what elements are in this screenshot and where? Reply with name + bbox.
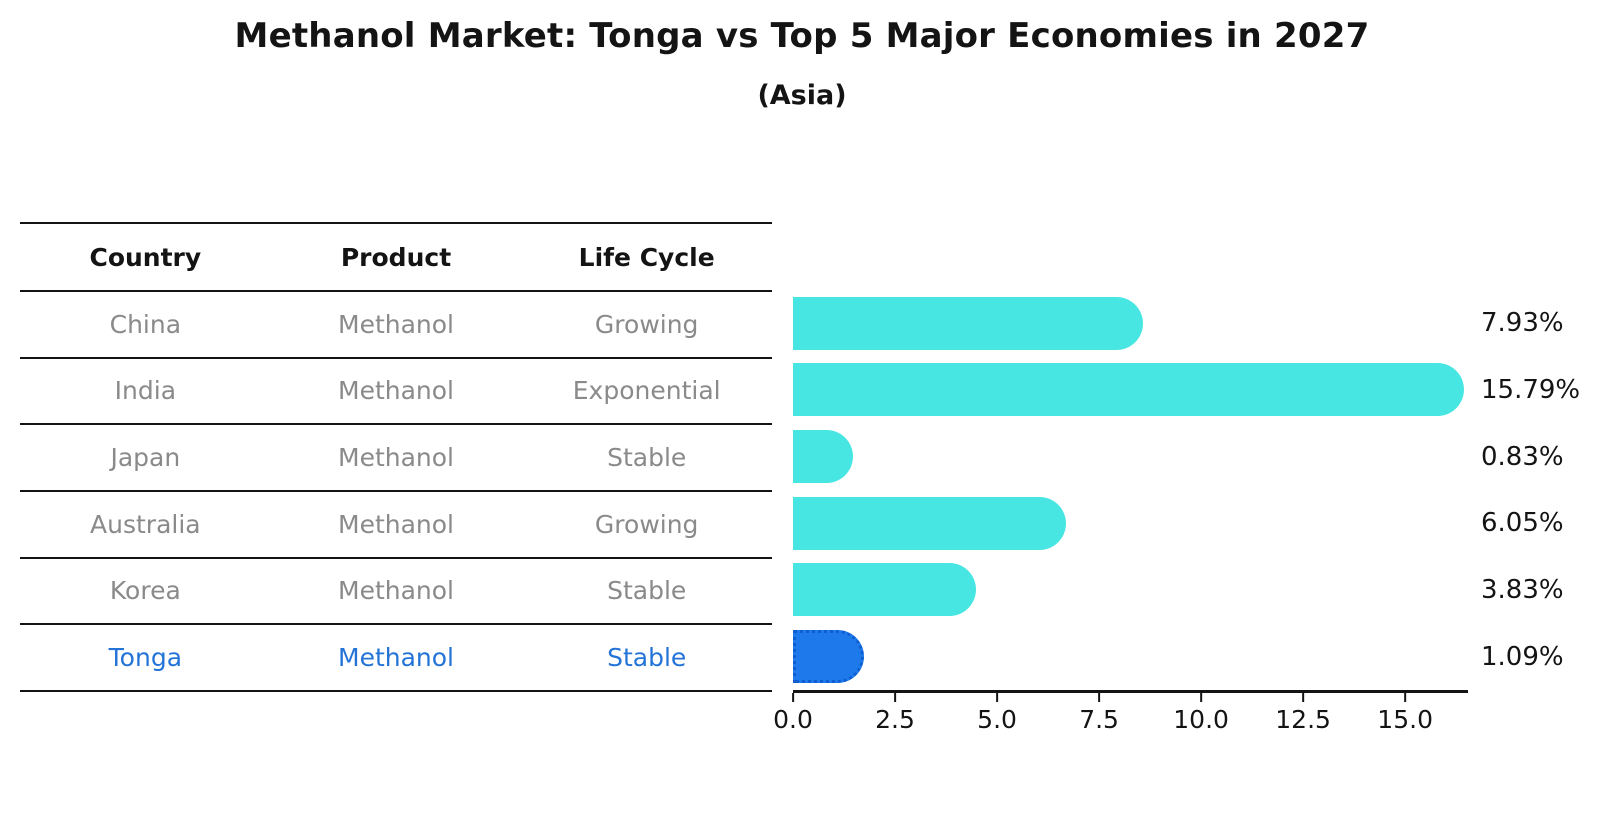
cell-product: Methanol — [338, 643, 455, 673]
cell-lifecycle: Stable — [607, 576, 687, 606]
table-header-lifecycle: Life Cycle — [578, 242, 715, 272]
table-row-australia: Australia Methanol Growing — [20, 492, 772, 559]
bar-tonga — [793, 630, 864, 684]
chart-subtitle: (Asia) — [757, 80, 847, 111]
cell-country: India — [114, 376, 177, 406]
cell-country: Japan — [110, 443, 181, 473]
bar-korea — [793, 563, 976, 617]
cell-product: Methanol — [338, 309, 455, 339]
bar-australia — [793, 496, 1067, 550]
cell-lifecycle: Growing — [594, 309, 699, 339]
bar-row-korea — [793, 557, 1468, 624]
x-tick-mark — [1404, 693, 1407, 702]
table-header-country: Country — [89, 242, 202, 272]
value-label-china: 7.93% — [1481, 308, 1564, 339]
cell-product: Methanol — [338, 509, 455, 539]
x-tick-5.0: 5.0 — [977, 693, 1017, 734]
table-header-product: Product — [340, 242, 452, 272]
x-tick-10.0: 10.0 — [1173, 693, 1229, 734]
value-label-australia: 6.05% — [1481, 508, 1564, 539]
bar-china — [793, 296, 1144, 350]
x-tick-2.5: 2.5 — [875, 693, 915, 734]
bar-row-tonga — [793, 623, 1468, 690]
cell-product: Methanol — [338, 576, 455, 606]
value-labels: 7.93% 15.79% 0.83% 6.05% 3.83% 1.09% — [1481, 290, 1604, 690]
x-tick-mark — [894, 693, 897, 702]
cell-lifecycle: Stable — [607, 443, 687, 473]
value-label-korea: 3.83% — [1481, 574, 1564, 605]
cell-country: China — [109, 309, 182, 339]
bar-india — [793, 363, 1464, 417]
value-label-japan: 0.83% — [1481, 441, 1564, 472]
value-label-tonga: 1.09% — [1481, 641, 1564, 672]
value-label-india: 15.79% — [1481, 374, 1581, 405]
table-row-china: China Methanol Growing — [20, 292, 772, 359]
x-tick-label: 15.0 — [1377, 705, 1433, 734]
x-tick-label: 5.0 — [977, 705, 1017, 734]
cell-country: Tonga — [108, 643, 183, 673]
x-tick-mark — [996, 693, 999, 702]
x-tick-mark — [791, 693, 794, 702]
x-tick-label: 0.0 — [773, 705, 813, 734]
bar-row-australia — [793, 490, 1468, 557]
x-tick-mark — [1302, 693, 1305, 702]
bar-row-japan — [793, 423, 1468, 490]
table-row-korea: Korea Methanol Stable — [20, 559, 772, 626]
table-header-row: Country Product Life Cycle — [20, 224, 772, 292]
cell-lifecycle: Growing — [594, 509, 699, 539]
x-tick-mark — [1200, 693, 1203, 702]
x-tick-label: 12.5 — [1275, 705, 1331, 734]
table-row-japan: Japan Methanol Stable — [20, 425, 772, 492]
country-table: Country Product Life Cycle China Methano… — [20, 222, 772, 692]
chart-title: Methanol Market: Tonga vs Top 5 Major Ec… — [234, 16, 1370, 56]
bar-row-china — [793, 290, 1468, 357]
x-tick-7.5: 7.5 — [1079, 693, 1119, 734]
x-tick-label: 2.5 — [875, 705, 915, 734]
x-tick-15.0: 15.0 — [1377, 693, 1433, 734]
x-axis: 0.0 2.5 5.0 7.5 10.0 12.5 15.0 — [773, 693, 1468, 753]
cell-product: Methanol — [338, 443, 455, 473]
cell-product: Methanol — [338, 376, 455, 406]
cell-lifecycle: Stable — [607, 643, 687, 673]
x-tick-12.5: 12.5 — [1275, 693, 1331, 734]
bar-row-india — [793, 357, 1468, 424]
x-tick-mark — [1098, 693, 1101, 702]
cell-country: Korea — [109, 576, 181, 606]
table-row-india: India Methanol Exponential — [20, 359, 772, 426]
x-tick-0.0: 0.0 — [773, 693, 813, 734]
cell-lifecycle: Exponential — [572, 376, 721, 406]
bar-japan — [793, 430, 854, 484]
x-tick-label: 10.0 — [1173, 705, 1229, 734]
table-row-tonga: Tonga Methanol Stable — [20, 625, 772, 692]
x-tick-label: 7.5 — [1079, 705, 1119, 734]
bar-plot — [793, 290, 1468, 693]
cell-country: Australia — [90, 509, 201, 539]
